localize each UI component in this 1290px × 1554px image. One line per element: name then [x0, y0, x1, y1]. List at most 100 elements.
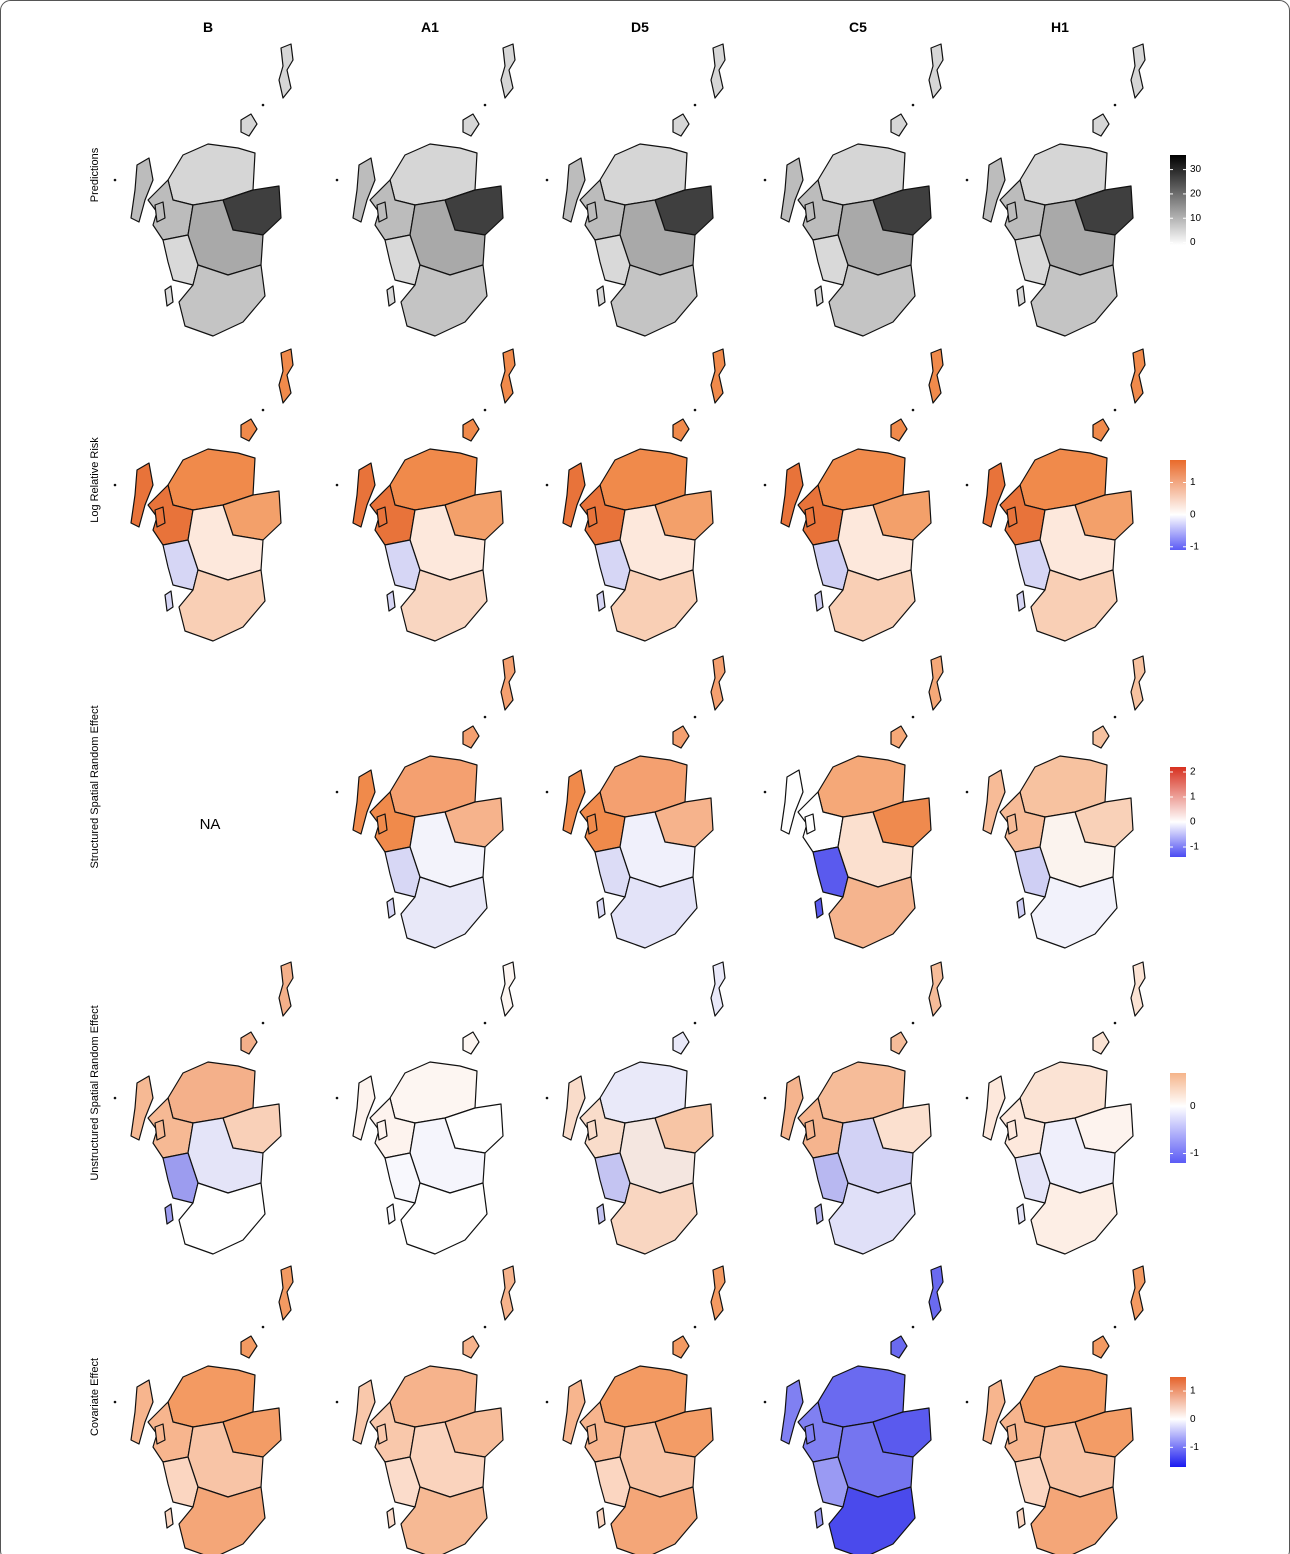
- islet: [966, 484, 969, 487]
- island: [1093, 114, 1109, 136]
- map: [546, 1266, 725, 1554]
- island: [781, 463, 803, 527]
- island: [1017, 1204, 1025, 1224]
- island: [781, 770, 803, 834]
- islet: [546, 791, 549, 794]
- map: [114, 1266, 293, 1554]
- island: [1093, 1336, 1109, 1358]
- islet: [764, 791, 767, 794]
- map: [764, 1266, 943, 1554]
- island: [815, 286, 823, 306]
- legend-tick-label: 1: [1190, 792, 1196, 803]
- islet: [484, 716, 487, 719]
- island: [241, 114, 257, 136]
- island: [377, 814, 387, 834]
- islet: [912, 104, 915, 107]
- island: [165, 286, 173, 306]
- island: [587, 814, 597, 834]
- islet: [262, 409, 265, 412]
- island: [1007, 814, 1017, 834]
- legend-bar: [1170, 1377, 1186, 1467]
- island: [711, 44, 725, 98]
- island: [131, 158, 153, 222]
- islet: [912, 409, 915, 412]
- island: [1131, 656, 1145, 710]
- island: [1017, 898, 1025, 918]
- island: [673, 726, 689, 748]
- island: [1131, 1266, 1145, 1320]
- island: [1131, 349, 1145, 403]
- islet: [1114, 716, 1117, 719]
- island: [131, 1076, 153, 1140]
- map: [966, 962, 1145, 1254]
- island: [241, 419, 257, 441]
- island: [781, 1380, 803, 1444]
- island: [377, 507, 387, 527]
- islet: [966, 1097, 969, 1100]
- island: [983, 158, 1005, 222]
- column-header: C5: [849, 19, 867, 35]
- islet: [546, 484, 549, 487]
- island: [387, 591, 395, 611]
- island: [353, 158, 375, 222]
- island: [587, 202, 597, 222]
- islet: [694, 104, 697, 107]
- map: [966, 349, 1145, 641]
- island: [1007, 1424, 1017, 1444]
- islet: [764, 484, 767, 487]
- island: [711, 1266, 725, 1320]
- map: [546, 349, 725, 641]
- islet: [764, 1097, 767, 1100]
- map: [546, 44, 725, 336]
- island: [279, 349, 293, 403]
- islet: [336, 179, 339, 182]
- island: [131, 463, 153, 527]
- map: [764, 349, 943, 641]
- island: [1007, 1120, 1017, 1140]
- island: [463, 1336, 479, 1358]
- island: [597, 1508, 605, 1528]
- island: [781, 1076, 803, 1140]
- island: [501, 962, 515, 1016]
- island: [983, 463, 1005, 527]
- island: [353, 463, 375, 527]
- island: [241, 1032, 257, 1054]
- legend-tick-label: 2: [1190, 767, 1196, 778]
- legend-tick-label: -1: [1190, 842, 1199, 853]
- island: [587, 1424, 597, 1444]
- island: [165, 1204, 173, 1224]
- legend-tick-label: 0: [1190, 1101, 1196, 1112]
- island: [781, 158, 803, 222]
- map: [966, 44, 1145, 336]
- legend-tick-label: 1: [1190, 477, 1196, 488]
- island: [1017, 1508, 1025, 1528]
- island: [983, 770, 1005, 834]
- island: [805, 1424, 815, 1444]
- map: [966, 656, 1145, 948]
- island: [1017, 591, 1025, 611]
- row-label: Log Relative Risk: [89, 437, 101, 523]
- island: [673, 419, 689, 441]
- islet: [336, 791, 339, 794]
- island: [155, 507, 165, 527]
- island: [463, 1032, 479, 1054]
- island: [463, 419, 479, 441]
- island: [131, 1380, 153, 1444]
- island: [353, 1380, 375, 1444]
- island: [891, 419, 907, 441]
- islet: [114, 1401, 117, 1404]
- map: [114, 44, 293, 336]
- island: [353, 1076, 375, 1140]
- island: [983, 1380, 1005, 1444]
- island: [155, 1424, 165, 1444]
- legend-tick-label: 0: [1190, 1414, 1196, 1425]
- islet: [262, 1326, 265, 1329]
- island: [1093, 419, 1109, 441]
- islet: [1114, 104, 1117, 107]
- island: [155, 1120, 165, 1140]
- island: [673, 114, 689, 136]
- map: [966, 1266, 1145, 1554]
- column-header: B: [203, 19, 213, 35]
- island: [597, 286, 605, 306]
- island: [983, 1076, 1005, 1140]
